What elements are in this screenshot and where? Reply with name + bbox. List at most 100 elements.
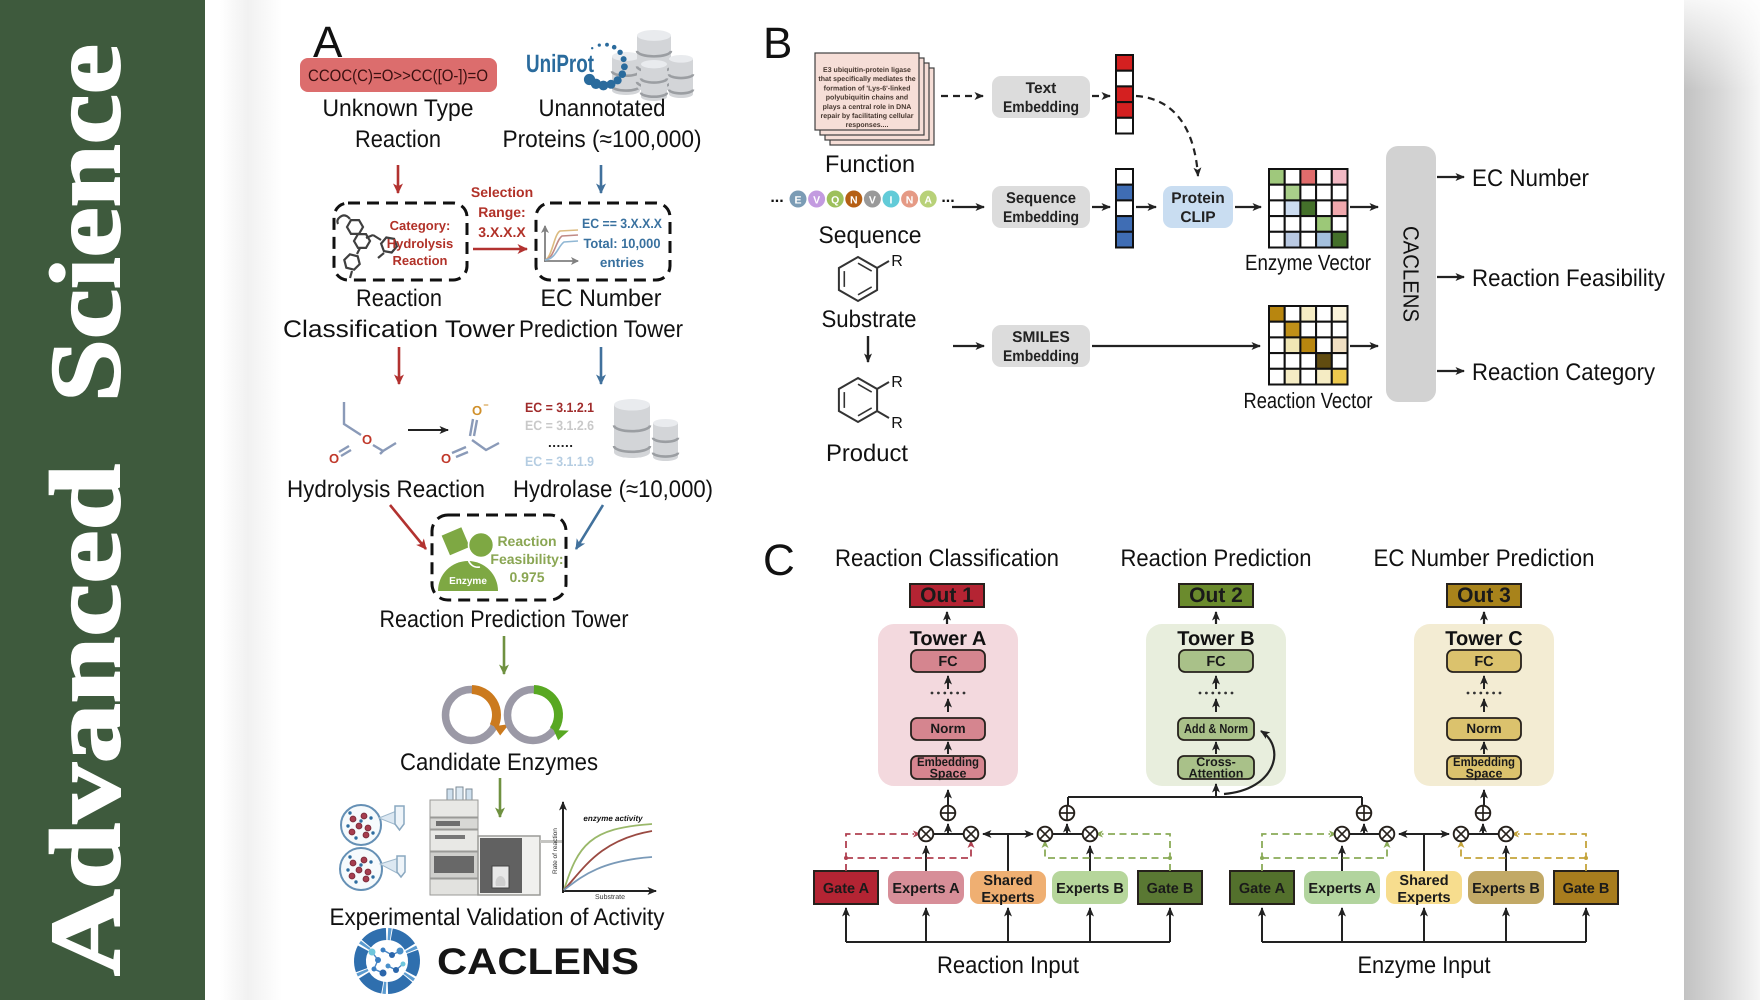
svg-text:Rate of reaction: Rate of reaction [552, 828, 559, 874]
svg-text:Science: Science [30, 44, 141, 402]
svg-text:N: N [906, 195, 914, 207]
svg-text:EC = 3.1.1.9: EC = 3.1.1.9 [525, 454, 594, 469]
svg-text:EC Number: EC Number [541, 285, 662, 312]
svg-text:EC = 3.1.2.1: EC = 3.1.2.1 [525, 400, 594, 415]
svg-text:Out 1: Out 1 [920, 584, 974, 607]
svg-text:FC: FC [1474, 654, 1494, 670]
svg-text:CACLENS: CACLENS [437, 941, 639, 982]
svg-text:Tower A: Tower A [910, 628, 987, 650]
svg-text:O: O [472, 403, 482, 418]
svg-text:polyubiquitin chains and: polyubiquitin chains and [826, 94, 908, 102]
svg-text:Reaction Prediction Tower: Reaction Prediction Tower [380, 606, 629, 633]
svg-text:Reaction: Reaction [393, 253, 448, 268]
svg-text:Unknown Type: Unknown Type [323, 95, 474, 122]
svg-text:O: O [329, 451, 339, 466]
svg-text:Embedding: Embedding [1003, 348, 1079, 365]
svg-text:E: E [794, 195, 801, 207]
svg-text:repair by facilitating cellula: repair by facilitating cellular [821, 112, 914, 120]
svg-text:Feasibility:: Feasibility: [490, 551, 563, 567]
svg-text:enzyme activity: enzyme activity [583, 814, 643, 823]
svg-text:Experimental Validation of Act: Experimental Validation of Activity [330, 904, 665, 931]
svg-text:Reaction Vector: Reaction Vector [1244, 388, 1373, 413]
svg-text:Experts: Experts [1397, 890, 1450, 906]
svg-text:...: ... [770, 189, 783, 206]
svg-text:Enzyme Input: Enzyme Input [1358, 952, 1491, 979]
svg-text:Product: Product [826, 440, 908, 467]
svg-text:plays a central role in DNA: plays a central role in DNA [823, 103, 912, 111]
svg-text:......: ...... [548, 435, 574, 450]
svg-text:Hydrolase (≈10,000): Hydrolase (≈10,000) [513, 476, 713, 503]
svg-text:3.X.X.X: 3.X.X.X [478, 224, 526, 240]
svg-text:Function: Function [825, 151, 915, 178]
svg-text:Enzyme Vector: Enzyme Vector [1245, 250, 1371, 275]
svg-text:Range:: Range: [478, 204, 525, 220]
svg-text:V: V [869, 195, 876, 207]
svg-text:E3 ubiquitin-protein ligase: E3 ubiquitin-protein ligase [823, 66, 911, 74]
svg-text:entries: entries [600, 255, 644, 270]
svg-text:EC Number: EC Number [1472, 165, 1589, 192]
svg-text:Reaction: Reaction [355, 126, 441, 153]
svg-text:Embedding: Embedding [1003, 209, 1079, 226]
svg-text:Proteins (≈100,000): Proteins (≈100,000) [503, 126, 702, 153]
svg-text:formation of 'Lys-6'-linked: formation of 'Lys-6'-linked [824, 84, 911, 92]
svg-text:Sequence: Sequence [1006, 190, 1076, 207]
svg-text:FC: FC [938, 654, 958, 670]
svg-text:Tower C: Tower C [1445, 628, 1522, 650]
svg-text:CLIP: CLIP [1180, 209, 1215, 226]
svg-text:Sequence: Sequence [819, 222, 922, 249]
svg-text:Embedding: Embedding [1003, 99, 1079, 116]
svg-text:Cross-: Cross- [1196, 755, 1236, 769]
svg-text:Category:: Category: [390, 218, 451, 233]
svg-text:Norm: Norm [930, 721, 965, 736]
svg-text:Reaction Prediction: Reaction Prediction [1121, 545, 1312, 572]
svg-text:R: R [891, 253, 903, 270]
svg-text:Text: Text [1026, 80, 1057, 97]
svg-text:Shared: Shared [983, 873, 1032, 889]
svg-text:Experts: Experts [981, 890, 1034, 906]
svg-text:Candidate Enzymes: Candidate Enzymes [400, 749, 598, 776]
svg-text:Experts A: Experts A [892, 881, 960, 897]
svg-text:responses....: responses.... [846, 122, 889, 129]
svg-text:Gate B: Gate B [1563, 881, 1610, 897]
svg-text:C: C [763, 536, 795, 585]
svg-text:CACLENS: CACLENS [1399, 226, 1424, 322]
svg-text:−: − [483, 400, 488, 410]
svg-text:R: R [891, 415, 903, 432]
svg-text:Selection: Selection [471, 184, 533, 200]
svg-text:Total: 10,000: Total: 10,000 [584, 236, 661, 251]
svg-text:Experts A: Experts A [1308, 881, 1376, 897]
svg-text:EC = 3.1.2.6: EC = 3.1.2.6 [525, 418, 594, 433]
svg-text:Gate A: Gate A [1239, 881, 1286, 897]
svg-text:A: A [924, 195, 932, 207]
svg-text:B: B [763, 19, 792, 68]
svg-text:Unannotated: Unannotated [539, 95, 666, 122]
svg-text:Shared: Shared [1399, 873, 1448, 889]
svg-text:Reaction Feasibility: Reaction Feasibility [1472, 265, 1665, 292]
svg-text:Space: Space [930, 767, 967, 781]
svg-text:Substrate: Substrate [822, 306, 917, 333]
svg-text:Reaction Classification: Reaction Classification [835, 545, 1059, 572]
svg-text:Prediction Tower: Prediction Tower [519, 316, 683, 343]
svg-text:Reaction: Reaction [497, 533, 556, 549]
svg-text:Tower B: Tower B [1177, 628, 1254, 650]
svg-text:Substrate: Substrate [595, 893, 625, 901]
svg-text:Space: Space [1466, 767, 1503, 781]
svg-text:Hydrolysis: Hydrolysis [387, 236, 453, 251]
svg-text:EC == 3.X.X.X: EC == 3.X.X.X [582, 216, 662, 231]
svg-text:...: ... [941, 189, 954, 206]
svg-text:Attention: Attention [1189, 767, 1244, 781]
svg-text:Reaction Input: Reaction Input [937, 952, 1079, 979]
svg-text:Experts B: Experts B [1056, 881, 1124, 897]
svg-text:Norm: Norm [1466, 721, 1501, 736]
svg-text:Out 3: Out 3 [1457, 584, 1511, 607]
svg-text:Protein: Protein [1171, 190, 1224, 207]
svg-text:Enzyme: Enzyme [449, 576, 487, 587]
svg-text:UniProt: UniProt [526, 50, 595, 78]
svg-text:N: N [850, 195, 858, 207]
svg-text:Out 2: Out 2 [1189, 584, 1243, 607]
svg-text:SMILES: SMILES [1012, 329, 1070, 346]
svg-text:R: R [891, 374, 903, 391]
svg-text:Advanced: Advanced [30, 464, 141, 976]
svg-text:Gate B: Gate B [1147, 881, 1194, 897]
svg-text:Q: Q [831, 195, 839, 207]
